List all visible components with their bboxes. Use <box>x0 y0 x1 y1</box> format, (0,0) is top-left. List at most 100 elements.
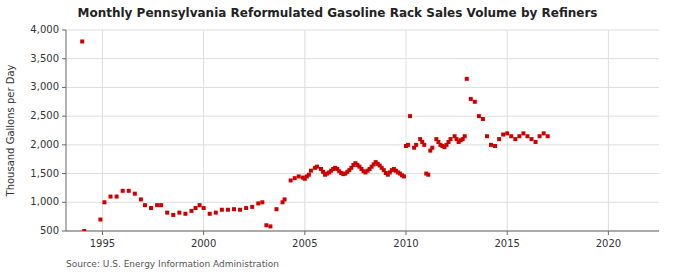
y-tick <box>62 116 66 117</box>
points <box>80 39 549 231</box>
x-grid-line <box>203 30 204 231</box>
x-tick-label: 2010 <box>393 238 418 249</box>
point <box>268 224 272 228</box>
point <box>481 117 485 121</box>
y-tick-label: 1,000 <box>30 196 59 207</box>
point <box>477 114 481 118</box>
x-tick-label: 2020 <box>596 238 621 249</box>
x-grid-line <box>304 30 305 231</box>
point <box>159 203 163 207</box>
point <box>250 205 254 209</box>
x-tick-label: 2005 <box>292 238 317 249</box>
y-grid-line <box>66 30 659 31</box>
point <box>208 212 212 216</box>
y-tick-label: 1,500 <box>30 168 59 179</box>
y-grid-line <box>66 202 659 203</box>
x-grid-line <box>608 30 609 231</box>
point <box>546 134 550 138</box>
title: Monthly Pennsylvania Reformulated Gasoli… <box>77 6 597 20</box>
point <box>80 39 84 43</box>
point <box>274 207 278 211</box>
point <box>497 137 501 141</box>
point <box>165 211 169 215</box>
x-tick-label: 2015 <box>494 238 519 249</box>
y-grid-line <box>66 144 659 145</box>
x-tick <box>608 231 609 235</box>
point <box>521 131 525 135</box>
point <box>315 165 319 169</box>
point <box>115 195 119 199</box>
point <box>171 213 175 217</box>
point <box>469 97 473 101</box>
grid <box>66 30 659 231</box>
point <box>525 134 529 138</box>
y-grid-line <box>66 58 659 59</box>
x-tick-label: 1995 <box>90 238 115 249</box>
point <box>422 143 426 147</box>
point <box>109 195 113 199</box>
y-tick-label: 3,000 <box>30 81 59 92</box>
point <box>542 131 546 135</box>
x-grid-line <box>507 30 508 231</box>
point <box>414 143 418 147</box>
point <box>121 189 125 193</box>
point <box>517 134 521 138</box>
point <box>244 206 248 210</box>
point <box>307 173 311 177</box>
point <box>449 137 453 141</box>
point <box>534 140 538 144</box>
point <box>226 208 230 212</box>
point <box>529 137 533 141</box>
point <box>102 200 106 204</box>
point <box>402 174 406 178</box>
point <box>309 169 313 173</box>
point <box>426 173 430 177</box>
y-tick-label: 4,000 <box>30 24 59 35</box>
point <box>202 206 206 210</box>
point <box>98 218 102 222</box>
point <box>297 174 301 178</box>
y-tick-label: 2,000 <box>30 139 59 150</box>
point <box>133 192 137 196</box>
point <box>260 200 264 204</box>
point <box>194 206 198 210</box>
point <box>256 201 260 205</box>
y-tick <box>62 202 66 203</box>
y-grid-line <box>66 231 659 232</box>
point <box>177 211 181 215</box>
point <box>430 146 434 150</box>
y-tick-label: 2,500 <box>30 110 59 121</box>
x-tick-label: 2000 <box>191 238 216 249</box>
point <box>465 77 469 81</box>
point <box>293 176 297 180</box>
y-tick <box>62 173 66 174</box>
y-tick <box>62 144 66 145</box>
annotation: Source: U.S. Energy Information Administ… <box>66 259 279 269</box>
y-grid-line <box>66 116 659 117</box>
point <box>127 189 131 193</box>
point <box>289 178 293 182</box>
point <box>264 223 268 227</box>
y-tick <box>62 87 66 88</box>
point <box>232 207 236 211</box>
point <box>189 209 193 213</box>
point <box>463 134 467 138</box>
y-axis-line <box>66 30 67 231</box>
point <box>183 212 187 216</box>
point <box>82 229 86 231</box>
x-grid-line <box>406 30 407 231</box>
y-tick <box>62 58 66 59</box>
x-tick <box>406 231 407 235</box>
y-tick <box>62 30 66 31</box>
y-tick <box>62 231 66 232</box>
y-axis-label: Thousand Gallons per Day <box>5 64 16 197</box>
y-tick-label: 500 <box>40 225 59 236</box>
point <box>505 131 509 135</box>
point <box>149 206 153 210</box>
point <box>538 134 542 138</box>
x-tick <box>507 231 508 235</box>
point <box>493 144 497 148</box>
point <box>220 208 224 212</box>
axes: 5001,0001,5002,0002,5003,0003,5004,00019… <box>30 24 659 249</box>
point <box>283 197 287 201</box>
